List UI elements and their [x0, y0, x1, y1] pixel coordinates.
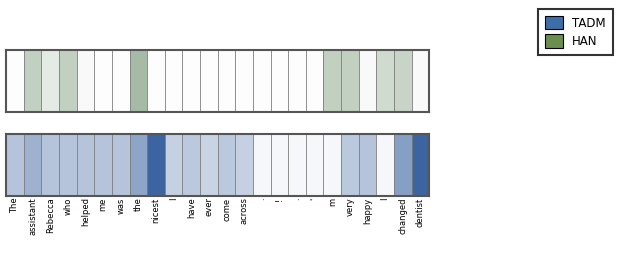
Bar: [341, 50, 359, 112]
Legend: TADM, HAN: TADM, HAN: [538, 9, 613, 55]
Bar: [6, 50, 24, 112]
Bar: [95, 134, 112, 196]
Bar: [42, 50, 59, 112]
Bar: [218, 134, 235, 196]
Bar: [77, 134, 95, 196]
Bar: [95, 50, 112, 112]
Bar: [200, 134, 218, 196]
Bar: [24, 134, 42, 196]
Bar: [323, 50, 341, 112]
Bar: [376, 134, 394, 196]
Bar: [271, 50, 288, 112]
Bar: [341, 134, 359, 196]
Bar: [253, 50, 271, 112]
Bar: [306, 134, 323, 196]
Bar: [253, 134, 271, 196]
Bar: [288, 134, 306, 196]
Bar: [112, 50, 129, 112]
Bar: [271, 134, 288, 196]
Bar: [42, 134, 59, 196]
Bar: [6, 134, 24, 196]
Bar: [359, 134, 376, 196]
Bar: [235, 50, 253, 112]
Bar: [412, 50, 429, 112]
Bar: [129, 134, 147, 196]
Bar: [200, 50, 218, 112]
Bar: [306, 50, 323, 112]
Bar: [165, 50, 182, 112]
Bar: [129, 50, 147, 112]
Bar: [412, 134, 429, 196]
Bar: [394, 134, 412, 196]
Bar: [288, 50, 306, 112]
Bar: [112, 134, 129, 196]
Bar: [218, 50, 235, 112]
Bar: [235, 134, 253, 196]
Bar: [394, 50, 412, 112]
Bar: [24, 50, 42, 112]
Bar: [359, 50, 376, 112]
Bar: [165, 134, 182, 196]
Bar: [323, 134, 341, 196]
Bar: [59, 134, 77, 196]
Bar: [376, 50, 394, 112]
Bar: [77, 50, 95, 112]
Bar: [182, 50, 200, 112]
Bar: [147, 50, 165, 112]
Bar: [59, 50, 77, 112]
Bar: [182, 134, 200, 196]
Bar: [147, 134, 165, 196]
